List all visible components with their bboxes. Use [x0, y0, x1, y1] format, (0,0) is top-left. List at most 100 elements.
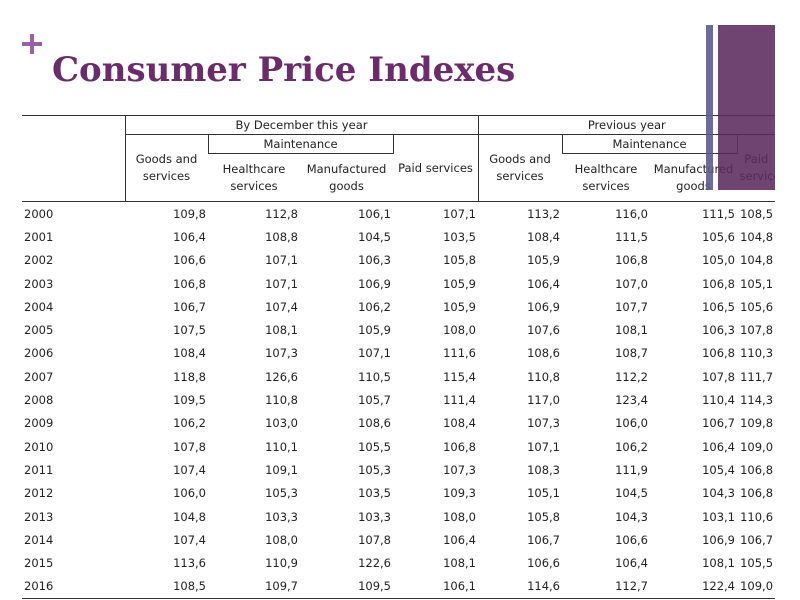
value-cell: 106,7: [527, 532, 560, 547]
value-cell: 107,8: [173, 439, 206, 454]
value-cell: 106,4: [443, 532, 476, 547]
value-cell: 103,5: [358, 486, 391, 501]
value-cell: 110,3: [740, 346, 774, 361]
value-cell: 109,5: [173, 393, 206, 408]
column-header: Healthcare services: [208, 153, 300, 202]
value-cell: 105,3: [358, 462, 391, 477]
header-row: Healthcare services Manufactured goods Hea…: [22, 153, 775, 202]
year-cell: 2006: [24, 346, 54, 361]
value-cell: 109,5: [300, 574, 393, 600]
value-cell: 107,5: [173, 323, 206, 338]
value-cell: 105,8: [443, 253, 476, 268]
value-cell: 106,9: [702, 532, 735, 547]
column-header: Manufactured goods: [300, 153, 393, 202]
value-cell: 105,6: [740, 299, 774, 314]
value-cell: 118,8: [173, 369, 206, 384]
value-cell: 122,6: [358, 556, 391, 571]
value-cell: 105,6: [702, 229, 735, 244]
value-cell: 111,5: [615, 229, 648, 244]
value-cell: 107,1: [358, 346, 391, 361]
value-cell: 103,1: [702, 509, 735, 524]
value-cell: 111,4: [443, 393, 476, 408]
value-cell: 108,1: [702, 556, 735, 571]
subgroup-header: Maintenance: [207, 134, 394, 154]
value-cell: 107,1: [265, 276, 298, 291]
value-cell: 105,1: [740, 276, 774, 291]
data-row: 2012 106,0 105,3 103,5 109,3 105,1 104,5 104,3 1…: [22, 482, 775, 505]
value-cell: 107,4: [173, 462, 206, 477]
value-cell: 107,8: [358, 532, 391, 547]
value-cell: 126,6: [265, 369, 298, 384]
data-row: 2001 106,4 108,8 104,5 103,5 108,4 111,5 105,6 1…: [22, 225, 775, 248]
value-cell: 108,0: [443, 323, 476, 338]
value-cell: 108,1: [265, 323, 298, 338]
value-cell: 106,8: [740, 462, 774, 477]
value-cell: 106,7: [740, 532, 774, 547]
value-cell: 107,1: [265, 253, 298, 268]
value-cell: 103,3: [358, 509, 391, 524]
data-row: 2016 108,5 109,7 109,5 106,1 114,6 112,7 122,4 1…: [22, 574, 776, 600]
value-cell: 122,4: [650, 574, 737, 600]
year-cell: 2008: [24, 393, 54, 408]
value-cell: 106,2: [358, 299, 391, 314]
value-cell: 110,9: [265, 556, 298, 571]
value-cell: 106,0: [173, 486, 206, 501]
value-cell: 106,3: [358, 253, 391, 268]
value-cell: 108,3: [527, 462, 560, 477]
data-row: 2000 109,8 112,8 106,1 107,1 113,2 116,0 111,5 1…: [22, 202, 775, 226]
value-cell: 107,3: [443, 462, 476, 477]
value-cell: 111,5: [702, 206, 735, 221]
value-cell: 112,7: [562, 574, 650, 600]
value-cell: 111,9: [615, 462, 648, 477]
value-cell: 110,8: [265, 393, 298, 408]
data-row: 2009 106,2 103,0 108,6 108,4 107,3 106,0 106,7 1…: [22, 412, 775, 435]
decor-bar: [706, 25, 713, 190]
value-cell: 106,4: [615, 556, 648, 571]
column-header: Goods and services: [124, 134, 208, 202]
cpi-table: By December this year Previous year Goods …: [22, 115, 776, 600]
value-cell: 105,8: [527, 509, 560, 524]
data-row: 2008 109,5 110,8 105,7 111,4 117,0 123,4 110,4 1…: [22, 388, 775, 411]
value-cell: 106,2: [173, 416, 206, 431]
value-cell: 107,1: [527, 439, 560, 454]
data-row: 2003 106,8 107,1 106,9 105,9 106,4 107,0 106,8 1…: [22, 272, 775, 295]
value-cell: 108,1: [443, 556, 476, 571]
value-cell: 107,7: [615, 299, 648, 314]
value-cell: 105,7: [358, 393, 391, 408]
column-header: Healthcare services: [562, 153, 650, 202]
value-cell: 106,9: [358, 276, 391, 291]
value-cell: 106,8: [173, 276, 206, 291]
slide-title: Consumer Price Indexes: [52, 50, 516, 90]
value-cell: 107,1: [443, 206, 476, 221]
value-cell: 108,7: [615, 346, 648, 361]
year-cell: 2005: [24, 323, 54, 338]
value-cell: 106,4: [702, 439, 735, 454]
decor-bar: [718, 25, 775, 190]
value-cell: 110,4: [702, 393, 735, 408]
value-cell: 108,1: [615, 323, 648, 338]
year-cell: 2009: [24, 416, 54, 431]
year-cell: 2002: [24, 253, 54, 268]
value-cell: 106,3: [702, 323, 735, 338]
value-cell: 106,6: [527, 556, 560, 571]
column-header: Paid services: [393, 134, 478, 202]
value-cell: 105,5: [740, 556, 774, 571]
value-cell: 105,9: [443, 276, 476, 291]
value-cell: 113,2: [527, 206, 560, 221]
value-cell: 105,0: [702, 253, 735, 268]
value-cell: 106,8: [615, 253, 648, 268]
value-cell: 114,6: [478, 574, 562, 600]
value-cell: 105,3: [265, 486, 298, 501]
value-cell: 106,2: [615, 439, 648, 454]
header-row: Goods and services Maintenance Paid servic…: [22, 134, 776, 202]
value-cell: 113,6: [173, 556, 206, 571]
value-cell: 110,1: [265, 439, 298, 454]
value-cell: 107,4: [173, 532, 206, 547]
corner-cell: [22, 115, 125, 202]
data-row: 2010 107,8 110,1 105,5 106,8 107,1 106,2 106,4 1…: [22, 435, 775, 458]
value-cell: 109,3: [443, 486, 476, 501]
value-cell: 108,6: [358, 416, 391, 431]
data-row: 2002 106,6 107,1 106,3 105,8 105,9 106,8 105,0 1…: [22, 249, 775, 272]
subgroup-header: Maintenance: [561, 134, 738, 154]
